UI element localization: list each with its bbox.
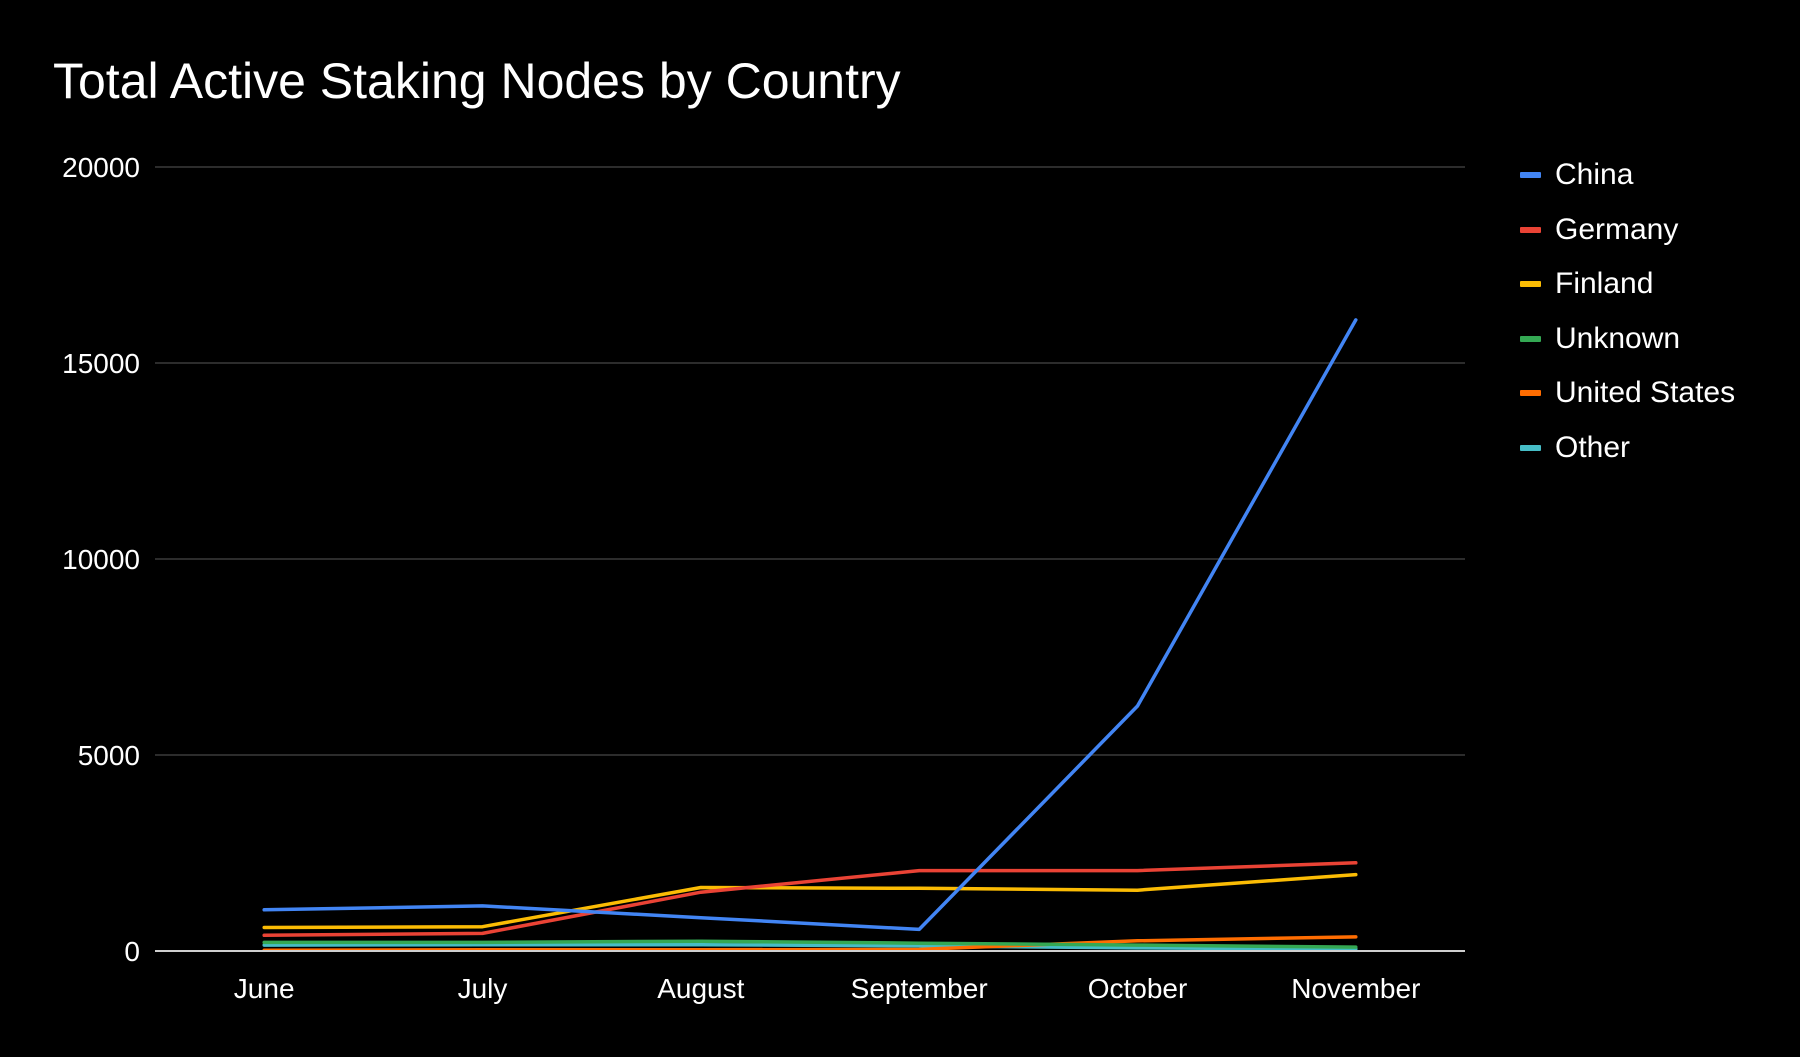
- legend-swatch: [1520, 281, 1541, 288]
- legend-swatch: [1520, 172, 1541, 179]
- legend-item-unknown: Unknown: [1520, 312, 1735, 367]
- legend-label: China: [1555, 158, 1634, 192]
- legend-item-finland: Finland: [1520, 257, 1735, 312]
- x-axis-tick-labels: June July August September October November: [234, 973, 1421, 1004]
- y-tick-label: 10000: [62, 544, 140, 575]
- x-tick-label: November: [1291, 973, 1420, 1004]
- x-tick-label: September: [851, 973, 988, 1004]
- x-tick-label: August: [657, 973, 744, 1004]
- legend-item-other: Other: [1520, 421, 1735, 476]
- legend-swatch: [1520, 390, 1541, 397]
- legend-label: Unknown: [1555, 321, 1681, 355]
- chart-title: Total Active Staking Nodes by Country: [53, 53, 901, 109]
- x-tick-label: June: [234, 973, 295, 1004]
- legend-label: Germany: [1555, 212, 1679, 246]
- legend-swatch: [1520, 335, 1541, 342]
- y-tick-label: 20000: [62, 152, 140, 183]
- legend-swatch: [1520, 226, 1541, 233]
- series-line-finland: [262, 872, 1358, 930]
- series-line-unknown: [262, 939, 1358, 949]
- legend-label: Finland: [1555, 267, 1654, 301]
- series-line-other: [262, 942, 1358, 951]
- y-tick-label: 0: [124, 936, 140, 967]
- series-line-united-states: [262, 935, 1358, 952]
- x-tick-label: July: [458, 973, 508, 1004]
- legend-swatch: [1520, 444, 1541, 451]
- series-line-germany: [262, 861, 1358, 938]
- legend-label: United States: [1555, 376, 1736, 410]
- legend: China Germany Finland Unknown United States O…: [1520, 148, 1735, 475]
- legend-item-china: China: [1520, 148, 1735, 203]
- series-line-china: [262, 318, 1358, 932]
- y-tick-label: 5000: [78, 740, 140, 771]
- legend-label: Other: [1555, 430, 1631, 464]
- legend-item-germany: Germany: [1520, 203, 1735, 258]
- grid-lines: [155, 166, 1465, 756]
- y-axis-tick-labels: 0 5000 10000 15000 20000: [62, 152, 140, 967]
- x-tick-label: October: [1088, 973, 1188, 1004]
- legend-item-united-states: United States: [1520, 366, 1735, 421]
- y-tick-label: 15000: [62, 348, 140, 379]
- series-lines: [262, 318, 1358, 952]
